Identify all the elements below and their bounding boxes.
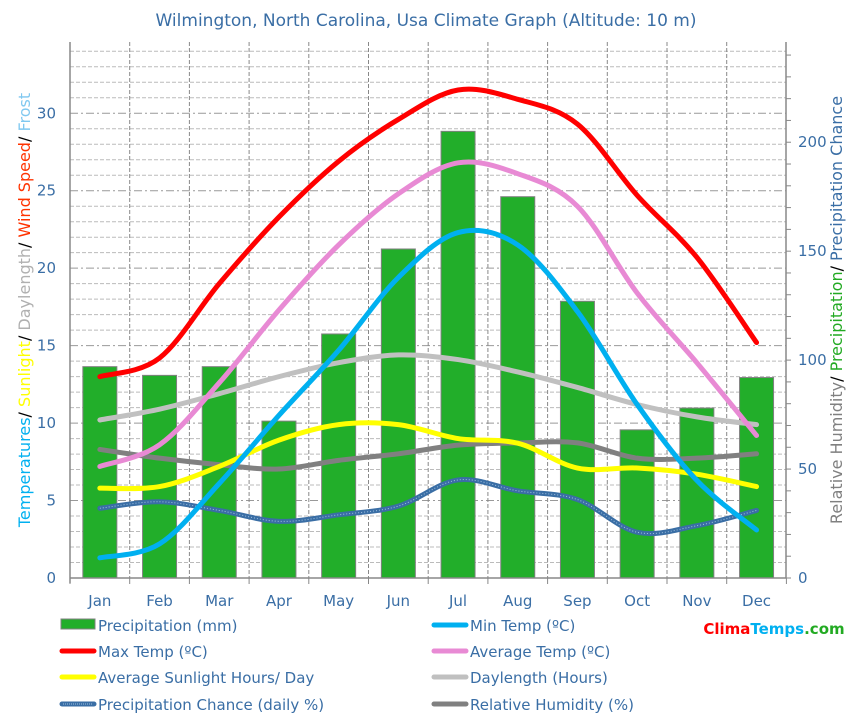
x-tick-label-jun: Jun <box>386 592 410 610</box>
legend-item: Precipitation Chance (daily %) <box>59 696 324 714</box>
grid <box>70 42 786 578</box>
x-tick-label-feb: Feb <box>146 592 173 610</box>
y-tick-label-left: 30 <box>37 104 56 122</box>
axis-label-part: / <box>827 261 846 271</box>
legend-label: Precipitation (mm) <box>98 617 237 635</box>
legend-swatch <box>60 618 96 630</box>
legend-item: Min Temp (ºC) <box>431 617 575 635</box>
logo-part: Temps <box>750 620 804 638</box>
axis-label-part: / <box>15 132 34 142</box>
axis-label-part: Precipitation <box>827 271 846 371</box>
relative-humidity-line <box>97 439 760 472</box>
axes: 0 5 10 15 20 25 30 0 50 100 150 200 Jan Feb Mar Apr May J… <box>37 42 827 610</box>
axis-label-part: Sunlight <box>15 341 34 407</box>
average-temp-c-line <box>97 159 760 469</box>
y-tick-label-right: 200 <box>798 133 827 151</box>
axis-label-part: Daylength <box>15 248 34 331</box>
y-tick-label-right: 150 <box>798 242 827 260</box>
legend-item: Average Sunlight Hours/ Day <box>59 669 314 687</box>
y-tick-label-left: 10 <box>37 414 56 432</box>
precipitation-bar-jun <box>380 248 416 579</box>
x-tick-label-may: May <box>323 592 354 610</box>
legend-item: Daylength (Hours) <box>431 669 608 687</box>
axis-label-part: Temperatures <box>15 417 34 528</box>
legend-label: Min Temp (ºC) <box>470 617 575 635</box>
y-tick-label-left: 20 <box>37 259 56 277</box>
y-tick-label-left: 25 <box>37 182 56 200</box>
precipitation-bar-may <box>321 333 357 579</box>
logo-part: .com <box>804 620 845 638</box>
y-tick-label-left: 15 <box>37 337 56 355</box>
y-tick-label-left: 5 <box>46 492 56 510</box>
legend-label: Relative Humidity (%) <box>470 696 634 714</box>
precipitation-bar-oct <box>619 429 655 579</box>
y-axis-label-left: Temperatures/ Sunlight/ Daylength/ Wind … <box>15 93 34 528</box>
x-tick-label-oct: Oct <box>624 592 650 610</box>
precipitation-bars <box>82 130 775 579</box>
legend-label: Max Temp (ºC) <box>98 643 208 661</box>
legend-label: Average Temp (ºC) <box>470 643 610 661</box>
precipitation-bar-dec <box>739 377 775 579</box>
average-sunlight-hours-day-line <box>97 420 760 492</box>
legend-item: Precipitation (mm) <box>60 617 237 635</box>
axis-label-part: / <box>15 331 34 341</box>
legend-label: Precipitation Chance (daily %) <box>98 696 324 714</box>
logo-part: Clima <box>703 620 750 638</box>
axis-label-part: Precipitation Chance <box>827 96 846 261</box>
daylength-hours-line <box>97 352 760 428</box>
legend-item: Average Temp (ºC) <box>431 643 610 661</box>
legend-item: Max Temp (ºC) <box>59 643 208 661</box>
chart-title: Wilmington, North Carolina, Usa Climate … <box>156 11 697 31</box>
min-temp-c-line <box>97 227 760 561</box>
axis-label-part: Wind Speed <box>15 142 34 237</box>
legend: Precipitation (mm) Min Temp (ºC) Max Temp … <box>59 617 634 714</box>
legend-item: Relative Humidity (%) <box>431 696 634 714</box>
precipitation-bar-aug <box>500 196 536 579</box>
precipitation-chance-line-dots <box>99 479 757 535</box>
axis-label-part: Relative Humidity <box>827 382 846 524</box>
x-tick-label-jul: Jul <box>448 592 467 610</box>
axis-label-part: Frost <box>15 93 34 132</box>
x-tick-label-dec: Dec <box>742 592 771 610</box>
y-tick-label-right: 100 <box>798 351 827 369</box>
axis-label-part: / <box>827 371 846 381</box>
axis-label-part: / <box>15 407 34 417</box>
x-tick-label-apr: Apr <box>266 592 293 610</box>
x-tick-label-sep: Sep <box>563 592 591 610</box>
series-lines <box>97 86 760 561</box>
y-axis-label-right: Relative Humidity/ Precipitation/ Precip… <box>827 96 846 524</box>
axis-label-part: / <box>15 237 34 247</box>
y-tick-label-right: 0 <box>798 569 808 587</box>
legend-label: Average Sunlight Hours/ Day <box>98 669 314 687</box>
y-tick-label-left: 0 <box>46 569 56 587</box>
x-tick-label-jan: Jan <box>87 592 111 610</box>
climatemps-logo: ClimaTemps.com <box>703 620 844 638</box>
x-tick-label-mar: Mar <box>205 592 234 610</box>
max-temp-c-line <box>97 86 760 380</box>
precipitation-bar-jan <box>82 366 118 579</box>
legend-label: Daylength (Hours) <box>470 669 608 687</box>
x-tick-label-aug: Aug <box>503 592 532 610</box>
precipitation-bar-jul <box>440 130 476 579</box>
x-tick-label-nov: Nov <box>682 592 711 610</box>
y-tick-label-right: 50 <box>798 460 817 478</box>
